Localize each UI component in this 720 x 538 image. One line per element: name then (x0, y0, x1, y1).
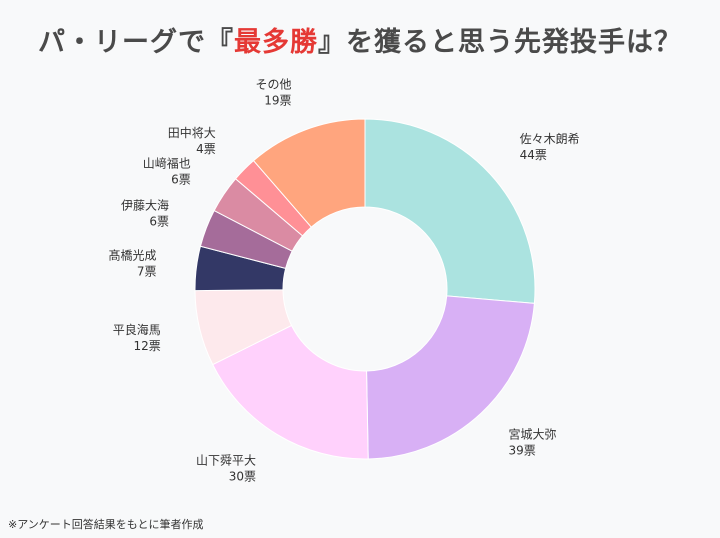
slice-label-5: 伊藤大海 6票 (121, 198, 169, 229)
chart-title: パ・リーグで『最多勝』を獲ると思う先発投手は？ (0, 20, 720, 59)
slice-value-8: 19票 (264, 93, 291, 107)
slice-1 (366, 295, 535, 460)
slice-value-2: 30票 (229, 470, 256, 484)
chart-title-suffix: 』を獲ると思う先発投手は？ (318, 27, 682, 58)
slice-label-2: 山下舜平大 30票 (196, 453, 256, 484)
slice-8 (252, 118, 366, 228)
chart-title-highlight: 最多勝 (234, 27, 318, 58)
slice-name-1: 宮城大弥 (509, 426, 557, 441)
slice-value-3: 12票 (133, 339, 160, 353)
slice-label-6: 山﨑福也 6票 (143, 156, 191, 187)
slice-name-3: 平良海馬 (113, 322, 161, 337)
slice-name-8: その他 (256, 77, 292, 91)
slice-name-4: 髙橋光成 (109, 247, 157, 262)
slice-name-2: 山下舜平大 (196, 453, 256, 468)
slice-name-6: 山﨑福也 (143, 156, 191, 171)
chart-title-prefix: パ・リーグで『 (38, 27, 234, 58)
slice-label-4: 髙橋光成 7票 (109, 247, 157, 278)
slice-name-5: 伊藤大海 (121, 198, 169, 213)
slice-value-0: 44票 (520, 148, 547, 162)
slice-label-7: 田中将大 4票 (168, 125, 216, 156)
slice-value-5: 6票 (149, 215, 169, 229)
slice-name-7: 田中将大 (168, 125, 216, 140)
slice-0 (364, 118, 536, 304)
slice-label-3: 平良海馬 12票 (113, 322, 161, 353)
slice-label-0: 佐々木朗希 44票 (520, 131, 580, 162)
slice-value-7: 4票 (196, 142, 216, 156)
slice-value-6: 6票 (171, 173, 191, 187)
slice-value-1: 39票 (509, 443, 536, 457)
slice-name-0: 佐々木朗希 (520, 131, 580, 146)
slice-value-4: 7票 (137, 264, 157, 278)
slice-label-8: その他 19票 (256, 77, 292, 107)
footnote: ※アンケート回答結果をもとに筆者作成 (8, 518, 204, 531)
slice-label-1: 宮城大弥 39票 (509, 426, 557, 457)
slice-2 (212, 324, 369, 460)
